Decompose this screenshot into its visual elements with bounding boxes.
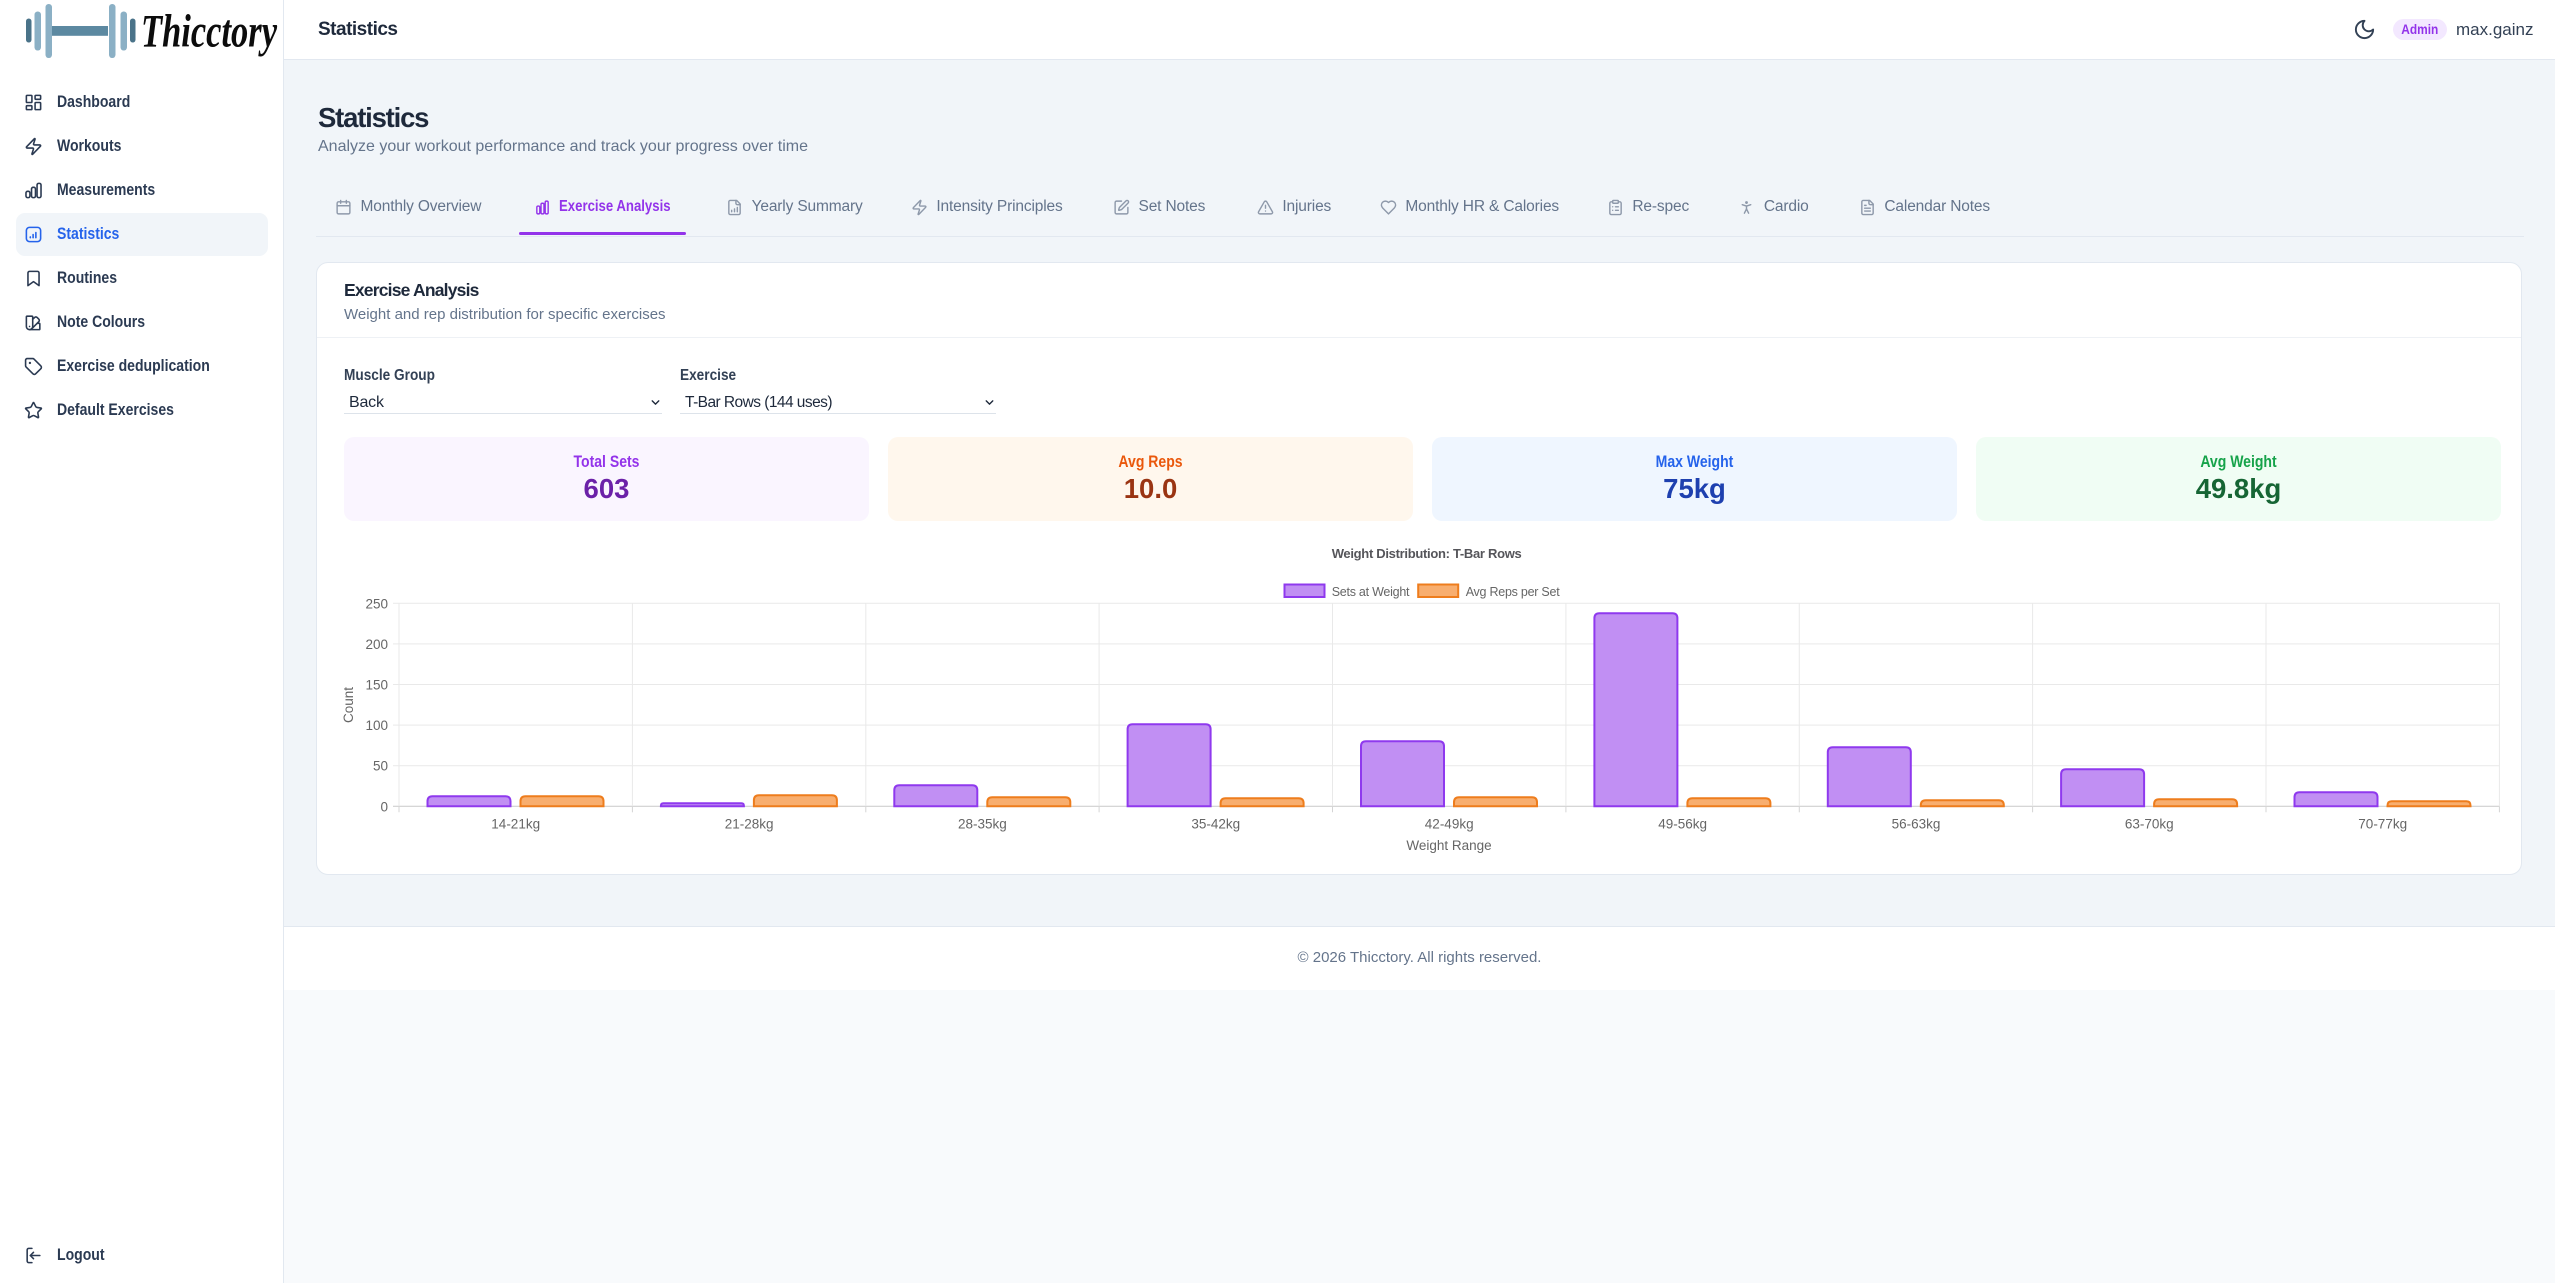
svg-text:28-35kg: 28-35kg [958,816,1007,831]
svg-text:Count: Count [341,687,356,723]
svg-text:150: 150 [365,678,388,693]
svg-text:200: 200 [365,637,388,652]
svg-text:250: 250 [365,596,388,611]
svg-text:21-28kg: 21-28kg [725,816,774,831]
svg-text:14-21kg: 14-21kg [491,816,540,831]
svg-text:49-56kg: 49-56kg [1658,816,1707,831]
svg-text:70-77kg: 70-77kg [2358,816,2407,831]
svg-text:35-42kg: 35-42kg [1191,816,1240,831]
svg-text:Weight Distribution: T-Bar Row: Weight Distribution: T-Bar Rows [1332,546,1522,561]
svg-text:Avg Reps per Set: Avg Reps per Set [1466,585,1561,599]
svg-text:Sets at Weight: Sets at Weight [1332,585,1410,599]
svg-text:Thicctory: Thicctory [141,6,277,58]
svg-text:42-49kg: 42-49kg [1425,816,1474,831]
svg-text:0: 0 [380,799,388,814]
svg-text:100: 100 [365,718,388,733]
svg-text:56-63kg: 56-63kg [1892,816,1941,831]
svg-text:Weight Range: Weight Range [1406,838,1491,853]
svg-text:63-70kg: 63-70kg [2125,816,2174,831]
svg-text:50: 50 [373,759,388,774]
